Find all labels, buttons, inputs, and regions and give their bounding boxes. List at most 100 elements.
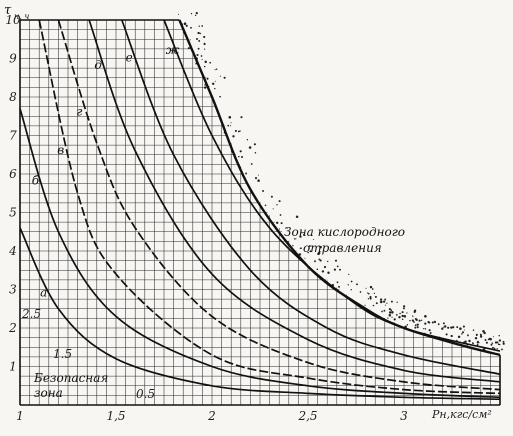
stipple-dot	[299, 247, 302, 249]
stipple-dot	[338, 285, 340, 288]
stipple-dot	[401, 318, 404, 320]
stipple-dot	[204, 86, 207, 89]
stipple-dot	[189, 39, 191, 41]
stipple-dot	[411, 315, 413, 317]
stipple-dot	[309, 250, 312, 253]
stipple-dot	[413, 309, 417, 312]
stipple-dot	[482, 329, 485, 333]
stipple-dot	[479, 333, 482, 336]
stipple-dot	[238, 155, 240, 158]
stipple-dot	[412, 316, 414, 318]
stipple-dot	[468, 339, 471, 343]
stipple-dot	[350, 289, 352, 291]
stipple-dot	[411, 319, 415, 322]
stipple-dot	[250, 163, 253, 165]
stipple-dot	[484, 339, 487, 341]
stipple-dot	[450, 326, 453, 329]
stipple-dot	[190, 26, 192, 29]
curve-label-д: д	[94, 58, 102, 72]
stipple-dot	[334, 259, 338, 262]
stipple-dot	[371, 288, 374, 290]
safe-zone-label-line1: Безопасная	[33, 371, 108, 385]
stipple-dot	[229, 125, 232, 127]
stipple-dot	[303, 234, 305, 236]
stipple-dot	[491, 342, 494, 344]
x-axis-label: Pн,кгс/см²	[431, 408, 492, 421]
stipple-dot	[326, 260, 329, 263]
stipple-dot	[316, 268, 319, 271]
stipple-dot	[223, 76, 226, 79]
y-tick-label: 1	[9, 360, 17, 374]
stipple-dot	[286, 227, 288, 229]
stipple-dot	[264, 204, 267, 207]
stipple-dot	[234, 129, 237, 132]
stipple-dot	[485, 341, 488, 344]
curve-ж	[163, 19, 501, 352]
stipple-dot	[232, 135, 235, 138]
stipple-dot	[498, 339, 502, 342]
stipple-dot	[369, 296, 372, 299]
y-tick-label: 6	[9, 167, 17, 181]
stipple-dot	[304, 257, 306, 259]
stipple-dot	[443, 326, 445, 328]
stipple-dot	[497, 343, 500, 346]
stipple-dot	[240, 116, 243, 119]
stipple-dot	[423, 327, 425, 330]
stipple-dot	[293, 238, 296, 240]
curve-label-ж: ж	[166, 43, 180, 57]
stipple-dot	[215, 68, 218, 71]
stipple-dot	[279, 214, 282, 216]
stipple-dot	[384, 304, 386, 306]
stipple-dot	[257, 174, 259, 176]
stipple-dot	[312, 238, 314, 241]
stipple-dot	[214, 80, 216, 82]
stipple-dot	[201, 58, 203, 60]
stipple-dot	[367, 298, 370, 300]
stipple-dot	[391, 311, 394, 314]
stipple-dot	[350, 280, 353, 283]
stipple-dot	[319, 259, 322, 262]
stipple-dot	[369, 285, 373, 289]
stipple-dot	[253, 143, 256, 146]
stipple-dot	[472, 329, 475, 331]
stipple-dot	[359, 291, 362, 293]
stipple-dot	[187, 47, 190, 50]
stipple-dot	[190, 13, 193, 15]
stipple-dot	[197, 47, 200, 50]
chart-curves	[19, 19, 501, 401]
stipple-dot	[493, 347, 496, 350]
oxygen-zone-stipple	[178, 11, 505, 352]
stipple-dot	[367, 292, 369, 294]
y-axis-label: τ	[4, 3, 12, 18]
stipple-dot	[368, 292, 370, 295]
stipple-dot	[386, 302, 388, 304]
stipple-dot	[336, 265, 339, 268]
stipple-dot	[384, 298, 387, 301]
y-tick-label: 5	[9, 206, 17, 220]
stipple-dot	[445, 333, 448, 336]
stipple-dot	[237, 130, 240, 133]
stipple-dot	[444, 325, 447, 328]
x-tick-label: 2	[207, 409, 216, 423]
curve-е	[121, 19, 501, 376]
stipple-dot	[204, 48, 206, 50]
stipple-dot	[406, 312, 408, 314]
stipple-dot	[239, 150, 242, 153]
stipple-dot	[398, 315, 401, 319]
stipple-dot	[203, 65, 206, 68]
stipple-dot	[496, 348, 498, 350]
stipple-dot	[461, 333, 463, 335]
stipple-dot	[441, 327, 444, 330]
stipple-dot	[280, 222, 283, 225]
stipple-dot	[364, 304, 366, 306]
stipple-dot	[409, 319, 411, 322]
stipple-dot	[483, 331, 486, 335]
stipple-dot	[200, 55, 203, 57]
stipple-dot	[204, 60, 207, 64]
stipple-dot	[333, 268, 336, 271]
y-tick-label: 10	[5, 13, 21, 27]
stipple-dot	[332, 284, 334, 286]
stipple-dot	[388, 311, 392, 314]
